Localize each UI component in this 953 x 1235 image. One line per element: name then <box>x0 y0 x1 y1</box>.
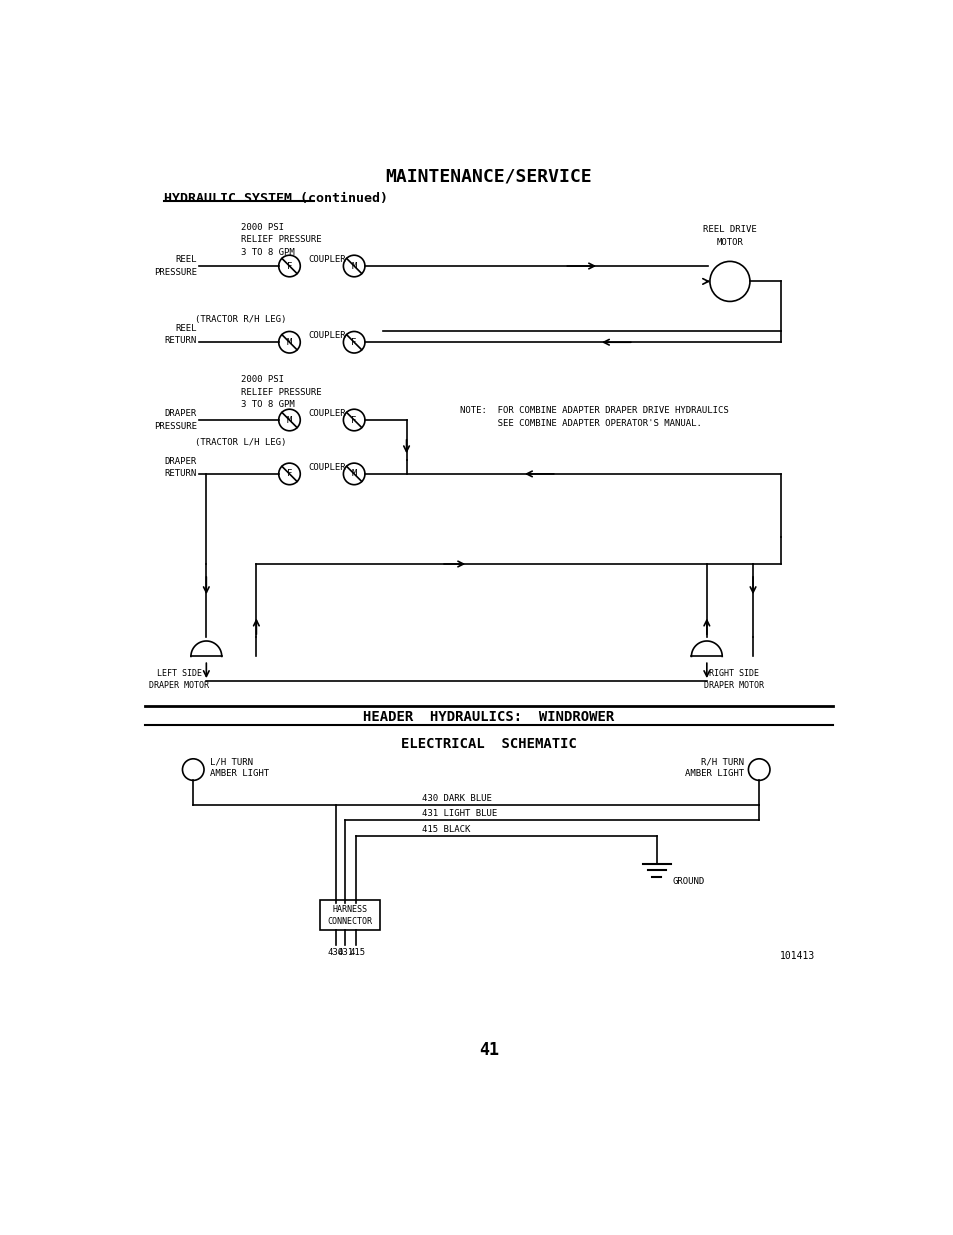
Text: 430 DARK BLUE: 430 DARK BLUE <box>421 794 492 803</box>
Text: COUPLER: COUPLER <box>308 463 345 472</box>
Text: (TRACTOR L/H LEG): (TRACTOR L/H LEG) <box>194 438 286 447</box>
Text: F: F <box>351 415 356 425</box>
Text: F: F <box>351 337 356 347</box>
Text: F: F <box>287 469 292 478</box>
Text: M: M <box>351 262 356 270</box>
Text: REEL
RETURN: REEL RETURN <box>165 324 197 346</box>
Text: 431 LIGHT BLUE: 431 LIGHT BLUE <box>421 809 497 818</box>
Text: 430: 430 <box>327 948 343 957</box>
Text: F: F <box>287 262 292 270</box>
Text: RIGHT SIDE
DRAPER MOTOR: RIGHT SIDE DRAPER MOTOR <box>703 669 763 690</box>
Text: GROUND: GROUND <box>672 877 703 887</box>
Text: REEL DRIVE
MOTOR: REEL DRIVE MOTOR <box>702 225 756 247</box>
Text: HARNESS
CONNECTOR: HARNESS CONNECTOR <box>328 905 373 925</box>
Text: R/H TURN
AMBER LIGHT: R/H TURN AMBER LIGHT <box>684 757 743 778</box>
Text: 415: 415 <box>349 948 365 957</box>
Text: MAINTENANCE/SERVICE: MAINTENANCE/SERVICE <box>385 168 592 185</box>
Text: M: M <box>287 337 292 347</box>
Text: COUPLER: COUPLER <box>308 331 345 341</box>
Text: M: M <box>351 469 356 478</box>
Text: DRAPER
RETURN: DRAPER RETURN <box>165 457 197 478</box>
Text: COUPLER: COUPLER <box>308 256 345 264</box>
Text: 415 BLACK: 415 BLACK <box>421 825 470 834</box>
Text: LEFT SIDE
DRAPER MOTOR: LEFT SIDE DRAPER MOTOR <box>150 669 209 690</box>
Text: M: M <box>287 415 292 425</box>
Text: ELECTRICAL  SCHEMATIC: ELECTRICAL SCHEMATIC <box>400 737 577 751</box>
Text: 41: 41 <box>478 1041 498 1060</box>
Text: L/H TURN
AMBER LIGHT: L/H TURN AMBER LIGHT <box>210 757 269 778</box>
Text: 431: 431 <box>337 948 354 957</box>
Text: (TRACTOR R/H LEG): (TRACTOR R/H LEG) <box>194 315 286 325</box>
FancyBboxPatch shape <box>320 900 380 930</box>
Text: NOTE:  FOR COMBINE ADAPTER DRAPER DRIVE HYDRAULICS
       SEE COMBINE ADAPTER OP: NOTE: FOR COMBINE ADAPTER DRAPER DRIVE H… <box>460 406 728 427</box>
Text: 2000 PSI
RELIEF PRESSURE
3 TO 8 GPM: 2000 PSI RELIEF PRESSURE 3 TO 8 GPM <box>241 222 321 257</box>
Text: 101413: 101413 <box>780 951 815 961</box>
Text: 2000 PSI
RELIEF PRESSURE
3 TO 8 GPM: 2000 PSI RELIEF PRESSURE 3 TO 8 GPM <box>241 375 321 409</box>
Text: REEL
PRESSURE: REEL PRESSURE <box>154 256 197 277</box>
Text: HYDRAULIC SYSTEM (continued): HYDRAULIC SYSTEM (continued) <box>164 193 388 205</box>
Text: HEADER  HYDRAULICS:  WINDROWER: HEADER HYDRAULICS: WINDROWER <box>363 710 614 724</box>
Text: COUPLER: COUPLER <box>308 409 345 419</box>
Text: DRAPER
PRESSURE: DRAPER PRESSURE <box>154 409 197 431</box>
